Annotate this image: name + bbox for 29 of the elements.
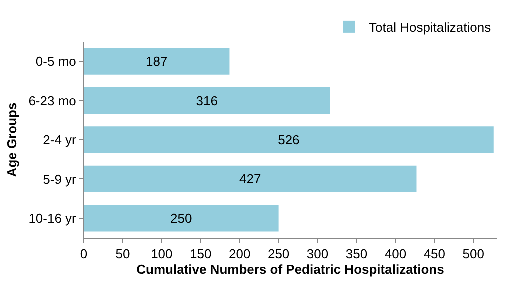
x-tick-label: 400 <box>384 246 407 262</box>
y-tick-label: 6-23 mo <box>28 93 76 108</box>
bar <box>84 205 279 232</box>
y-tick-label: 10-16 yr <box>28 210 78 226</box>
x-tick-label: 300 <box>306 246 329 262</box>
y-tick-label: 0-5 mo <box>36 54 76 70</box>
y-tick-label: 5-9 yr <box>43 172 78 187</box>
bar <box>84 126 494 154</box>
x-tick-label: 100 <box>151 246 173 262</box>
x-tick-label: 350 <box>346 246 368 262</box>
y-tick-label: 2-4 yr <box>43 132 78 148</box>
x-tick-label: 150 <box>190 246 212 262</box>
data-label: 316 <box>196 93 218 108</box>
x-tick-label: 250 <box>268 246 290 262</box>
bar <box>84 48 230 75</box>
data-label: 526 <box>278 132 300 148</box>
data-label: 427 <box>240 172 262 187</box>
x-axis-title: Cumulative Numbers of Pediatric Hospitalizations <box>136 262 444 278</box>
x-tick-label: 450 <box>424 246 446 262</box>
y-axis-title: Age Groups <box>4 102 20 178</box>
data-label: 187 <box>146 54 168 70</box>
x-tick-label: 0 <box>80 246 88 262</box>
bar <box>84 166 417 193</box>
legend-label: Total Hospitalizations <box>369 20 492 36</box>
x-tick-label: 500 <box>462 246 484 262</box>
bar <box>84 87 330 114</box>
data-label: 250 <box>170 210 192 226</box>
x-tick-label: 200 <box>229 246 251 262</box>
x-tick-label: 50 <box>116 246 130 262</box>
